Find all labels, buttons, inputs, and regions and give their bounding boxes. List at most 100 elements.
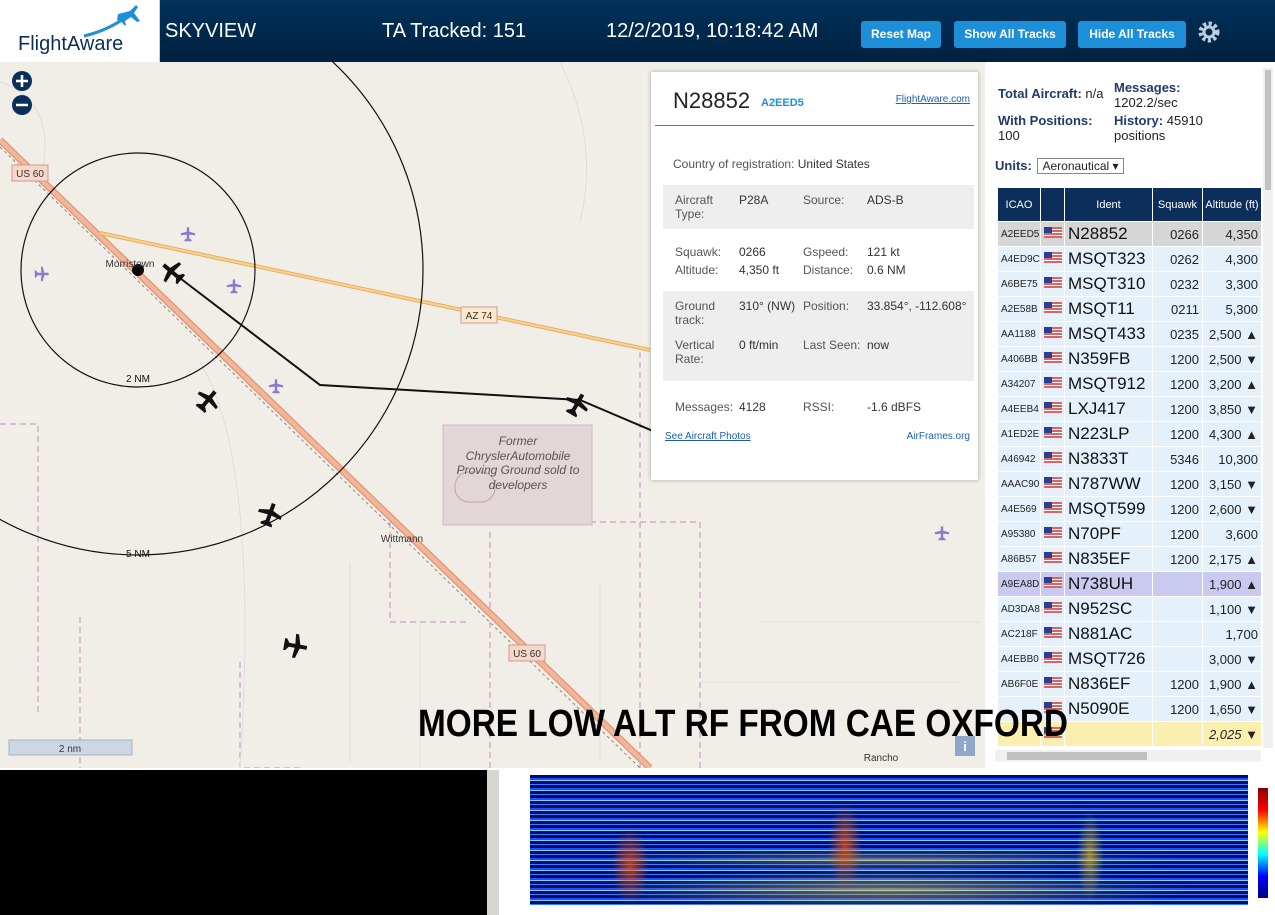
column-header[interactable]: Altitude (ft)	[1202, 187, 1261, 222]
aircraft-row[interactable]: 2,025 ▼	[997, 721, 1261, 747]
cell: 3,850 ▼	[1202, 396, 1261, 422]
cell: 3,600	[1202, 521, 1261, 547]
photos-link[interactable]: See Aircraft Photos	[665, 431, 751, 442]
scrollbar[interactable]	[1263, 68, 1273, 748]
field-value: now	[867, 338, 890, 352]
zoom-in[interactable]	[12, 71, 32, 91]
aircraft-row[interactable]: A86B57 N835EF 1200 2,175 ▲	[997, 546, 1261, 572]
icao: A46942	[1001, 453, 1036, 465]
aircraft-row[interactable]: A6BE75 MSQT310 0232 3,300	[997, 271, 1261, 297]
altitude: 10,300	[1218, 451, 1258, 467]
settings-gear[interactable]	[1197, 20, 1221, 44]
hide-tracks-button[interactable]: Hide All Tracks	[1078, 21, 1186, 48]
cell: A4EEB4	[997, 396, 1041, 422]
cell	[1040, 596, 1065, 622]
field-label: Distance:	[803, 263, 854, 277]
cell: 0266	[1152, 221, 1203, 247]
cell: 2,500 ▼	[1202, 346, 1261, 372]
cell: MSQT323	[1064, 246, 1153, 272]
altitude: 3,000	[1208, 651, 1242, 667]
flag	[1044, 627, 1062, 638]
aircraft-row[interactable]: A2E58B MSQT11 0211 5,300	[997, 296, 1261, 322]
aircraft-row[interactable]: A2EED5 N28852 0266 4,350	[997, 221, 1261, 247]
flag	[1044, 677, 1062, 688]
logo-mark: FlightAware	[18, 5, 140, 55]
h-scrollbar[interactable]	[995, 750, 1261, 762]
cell	[1152, 721, 1203, 747]
squawk: 0211	[1171, 301, 1199, 317]
squawk: 0262	[1170, 251, 1199, 267]
cell: A6BE75	[997, 271, 1041, 297]
aircraft-row[interactable]: A9EA8D N738UH 1,900 ▲	[997, 571, 1261, 597]
cell: 4,300 ▲	[1202, 421, 1261, 447]
altitude: 2,500	[1208, 326, 1242, 342]
aircraft-row[interactable]: AC218F N881AC 1,700	[997, 621, 1261, 647]
cell	[1064, 721, 1153, 747]
info-button[interactable]: i	[963, 739, 967, 754]
units-select[interactable]: Aeronautical ▾	[1037, 158, 1124, 174]
column-header[interactable]: Ident	[1064, 187, 1153, 222]
aircraft-row[interactable]: AAAC90 N787WW 1200 3,150 ▼	[997, 471, 1261, 497]
column-header[interactable]: Squawk	[1152, 187, 1203, 222]
cell	[1040, 421, 1065, 447]
aircraft-row[interactable]: A406BB N359FB 1200 2,500 ▼	[997, 346, 1261, 372]
aircraft-row[interactable]: A95380 N70PF 1200 3,600	[997, 521, 1261, 547]
trend: ▼	[1245, 476, 1258, 492]
cell: N836EF	[1064, 671, 1153, 697]
aircraft-row[interactable]: A4ED9C MSQT323 0262 4,300	[997, 246, 1261, 272]
cell: N70PF	[1064, 521, 1153, 547]
cell: MSQT310	[1064, 271, 1153, 297]
ident: N835EF	[1068, 549, 1131, 568]
stat-value: 1202.2/sec	[1114, 95, 1178, 110]
squawk: 1200	[1170, 551, 1199, 567]
cell	[1040, 646, 1065, 672]
altitude: 1,900	[1208, 576, 1242, 592]
flag	[1044, 377, 1062, 388]
cell: A86B57	[997, 546, 1041, 572]
cell	[1040, 496, 1065, 522]
cell: 1200	[1152, 471, 1203, 497]
aircraft-row[interactable]: A4EEB4 LXJ417 1200 3,850 ▼	[997, 396, 1261, 422]
aircraft-row[interactable]: A4EBB0 MSQT726 3,000 ▼	[997, 646, 1261, 672]
flag	[1044, 327, 1062, 338]
squawk: 1200	[1170, 351, 1199, 367]
airframes-link[interactable]: AirFrames.org	[906, 431, 970, 442]
cell: 1200	[1152, 346, 1203, 372]
cell: 1200	[1152, 546, 1203, 572]
aircraft-row[interactable]: AD3DA8 N952SC 1,100 ▼	[997, 596, 1261, 622]
altitude: 2,175	[1208, 551, 1242, 567]
icao: AD3DA8	[1001, 603, 1040, 615]
cell: MSQT11	[1064, 296, 1153, 322]
altitude: 3,200	[1208, 376, 1242, 392]
squawk: 1200	[1170, 476, 1199, 492]
cell: A4ED9C	[997, 246, 1041, 272]
trend: ▲	[1245, 426, 1258, 442]
flightaware-link[interactable]: FlightAware.com	[895, 94, 970, 105]
squawk: 0232	[1170, 276, 1199, 292]
cell	[1152, 621, 1203, 647]
flag	[1044, 477, 1062, 488]
aircraft-row[interactable]: AA1188 MSQT433 0235 2,500 ▲	[997, 321, 1261, 347]
icao: A2E58B	[1001, 303, 1038, 315]
cell: 3,150 ▼	[1202, 471, 1261, 497]
aircraft-row[interactable]: AB6F0E N836EF 1200 1,900 ▲	[997, 671, 1261, 697]
column-header[interactable]: ICAO	[997, 187, 1041, 222]
altitude: 2,600	[1208, 501, 1242, 517]
squawk: 1200	[1170, 501, 1199, 517]
logo[interactable]: FlightAware	[0, 0, 160, 62]
cell: N738UH	[1064, 571, 1153, 597]
show-tracks-button[interactable]: Show All Tracks	[954, 21, 1066, 48]
area-label: Former ChryslerAutomobile Proving Ground…	[456, 434, 580, 492]
cell: N5090E	[1064, 696, 1153, 722]
zoom-out[interactable]	[12, 95, 32, 115]
aircraft-row[interactable]: A34207 MSQT912 1200 3,200 ▲	[997, 371, 1261, 397]
altitude: 2,500	[1208, 351, 1242, 367]
place-label: Rancho	[864, 753, 899, 764]
reset-map-button[interactable]: Reset Map	[861, 21, 941, 48]
aircraft-row[interactable]: N5090E 1200 1,650 ▼	[997, 696, 1261, 722]
aircraft-row[interactable]: A1ED2E N223LP 1200 4,300 ▲	[997, 421, 1261, 447]
aircraft-row[interactable]: A4E569 MSQT599 1200 2,600 ▼	[997, 496, 1261, 522]
aircraft-row[interactable]: A46942 N3833T 5346 10,300	[997, 446, 1261, 472]
cell: MSQT726	[1064, 646, 1153, 672]
ident: N223LP	[1068, 424, 1130, 443]
